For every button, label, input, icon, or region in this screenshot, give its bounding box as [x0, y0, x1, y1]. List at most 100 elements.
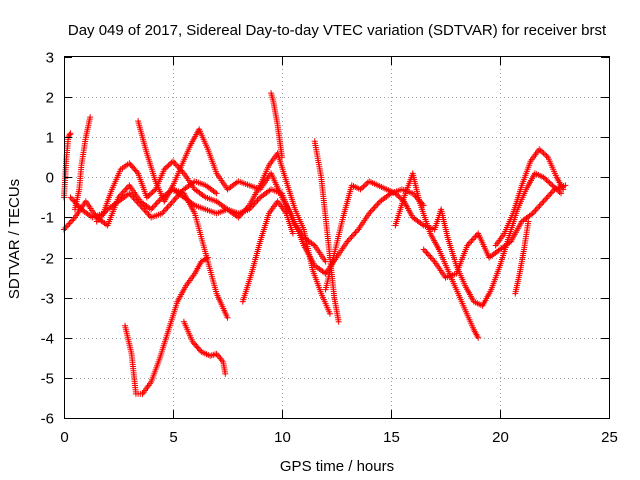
data-point	[542, 175, 549, 182]
data-point	[66, 131, 73, 138]
data-point	[161, 207, 168, 214]
series-track-15	[311, 138, 342, 325]
x-axis-label: GPS time / hours	[280, 458, 394, 475]
data-point	[539, 199, 546, 206]
data-point	[279, 154, 285, 161]
data-point	[392, 190, 399, 197]
series-track-11	[322, 170, 565, 309]
data-point	[373, 202, 380, 209]
data-point	[149, 189, 156, 196]
data-point	[363, 181, 370, 188]
data-point	[539, 148, 546, 155]
data-point	[222, 370, 229, 377]
series-track-9	[61, 130, 74, 201]
series-track-7	[239, 198, 296, 305]
data-point	[469, 236, 476, 243]
y-tick-label: -6	[41, 411, 54, 428]
data-point	[143, 194, 150, 201]
data-points	[61, 90, 569, 397]
data-point	[525, 218, 532, 225]
data-point	[165, 162, 172, 169]
data-point	[547, 181, 554, 188]
data-point	[87, 114, 94, 121]
data-point	[165, 202, 172, 209]
series-track-13	[420, 182, 569, 281]
data-point	[472, 233, 479, 240]
y-tick-label: 1	[46, 130, 54, 147]
data-point	[351, 230, 358, 237]
data-point	[167, 201, 174, 208]
data-point	[224, 314, 231, 321]
data-point	[558, 190, 565, 197]
data-point	[423, 249, 430, 256]
data-point	[170, 198, 176, 205]
data-point	[549, 182, 556, 189]
data-point	[543, 195, 550, 202]
data-point	[427, 254, 434, 261]
data-point	[546, 179, 553, 186]
data-point	[420, 246, 427, 253]
data-point	[134, 199, 141, 206]
data-point	[536, 202, 543, 209]
data-point	[148, 190, 155, 197]
data-point	[541, 196, 548, 203]
data-point	[544, 193, 551, 200]
y-tick-label: 2	[46, 90, 54, 107]
data-point	[155, 198, 162, 205]
data-point	[562, 182, 569, 189]
x-tick-label: 10	[274, 429, 291, 446]
x-tick-label: 15	[383, 429, 400, 446]
x-tick-label: 25	[601, 429, 618, 446]
data-point	[67, 194, 74, 201]
data-point	[326, 310, 333, 317]
data-point	[171, 196, 178, 203]
data-point	[133, 168, 140, 175]
data-point	[123, 185, 130, 192]
data-point	[145, 193, 152, 200]
data-point	[428, 255, 435, 262]
y-tick-label: 3	[46, 50, 54, 67]
x-tick-label: 0	[60, 429, 68, 446]
y-tick-label: -2	[41, 251, 54, 268]
chart-title: Day 049 of 2017, Sidereal Day-to-day VTE…	[68, 22, 607, 39]
data-point	[69, 217, 76, 224]
series-track-14	[492, 146, 567, 249]
data-point	[146, 191, 153, 198]
data-point	[422, 248, 429, 255]
data-point	[547, 190, 554, 197]
series-track-6	[180, 318, 229, 377]
data-point	[537, 201, 544, 208]
data-point	[204, 254, 211, 261]
data-point	[375, 199, 382, 206]
data-point	[349, 232, 356, 239]
y-tick-label: 0	[46, 170, 54, 187]
data-point	[540, 150, 547, 157]
data-point	[560, 186, 567, 193]
data-point	[164, 204, 171, 211]
data-point	[532, 207, 539, 214]
series-track-12	[392, 170, 482, 341]
y-tick-label: -5	[41, 371, 54, 388]
data-point	[543, 152, 550, 159]
y-tick-label: -3	[41, 291, 54, 308]
series-track-8	[268, 90, 285, 161]
data-point	[357, 186, 364, 193]
data-point	[347, 235, 354, 242]
data-point	[153, 200, 160, 207]
data-point	[348, 233, 355, 240]
data-point	[543, 177, 550, 184]
data-point	[542, 151, 549, 158]
data-point	[536, 146, 543, 153]
data-point	[170, 158, 176, 165]
grid-lines	[64, 57, 609, 418]
y-tick-labels: -6 -5 -4 -3 -2 -1 0 1 2 3	[41, 50, 54, 428]
data-point	[161, 166, 168, 173]
data-point	[475, 334, 482, 341]
data-point	[67, 130, 74, 137]
series-track-16	[512, 218, 532, 297]
data-point	[358, 185, 365, 192]
axis-ticks	[64, 57, 610, 419]
data-point	[546, 192, 553, 199]
y-tick-label: -1	[41, 210, 54, 227]
